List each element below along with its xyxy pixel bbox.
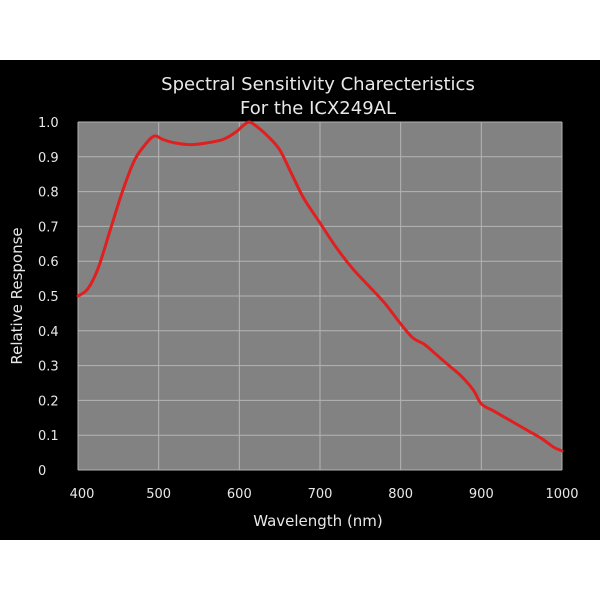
- series-line-relative-response: [76, 120, 564, 453]
- chart-title-line-1: Spectral Sensitivity Charecteristics: [161, 74, 475, 95]
- series-layer: [76, 120, 564, 453]
- y-tick-label: 1.0: [38, 116, 59, 131]
- x-tick-labels: 400 500 600 700 800 900 1000: [70, 487, 579, 502]
- x-tick-label: 1000: [545, 487, 578, 502]
- y-tick-label: 0.8: [38, 186, 59, 201]
- y-tick-label: 0.2: [38, 394, 59, 409]
- y-axis-label: Relative Response: [8, 227, 26, 364]
- chart-title-line-2: For the ICX249AL: [240, 98, 396, 119]
- x-tick-label: 800: [388, 487, 413, 502]
- y-tick-label: 0: [38, 464, 46, 479]
- y-tick-label: 0.9: [38, 151, 59, 166]
- x-axis-label: Wavelength (nm): [253, 512, 383, 530]
- x-tick-label: 900: [469, 487, 494, 502]
- y-tick-label: 0.4: [38, 325, 59, 340]
- y-tick-label: 0.5: [38, 290, 59, 305]
- grid-lines: [77, 121, 563, 471]
- chart-panel: Spectral Sensitivity Charecteristics For…: [0, 60, 600, 540]
- y-tick-labels: 0 0.1 0.2 0.3 0.4 0.5 0.6 0.7 0.8 0.9 1.0: [38, 116, 59, 479]
- x-tick-label: 400: [70, 487, 95, 502]
- x-tick-label: 700: [308, 487, 333, 502]
- x-tick-label: 600: [227, 487, 252, 502]
- y-tick-label: 0.1: [38, 429, 59, 444]
- y-tick-label: 0.3: [38, 360, 59, 375]
- y-tick-label: 0.7: [38, 220, 59, 235]
- y-tick-label: 0.6: [38, 255, 59, 270]
- spectral-sensitivity-chart: Spectral Sensitivity Charecteristics For…: [8, 74, 579, 530]
- x-tick-label: 500: [146, 487, 171, 502]
